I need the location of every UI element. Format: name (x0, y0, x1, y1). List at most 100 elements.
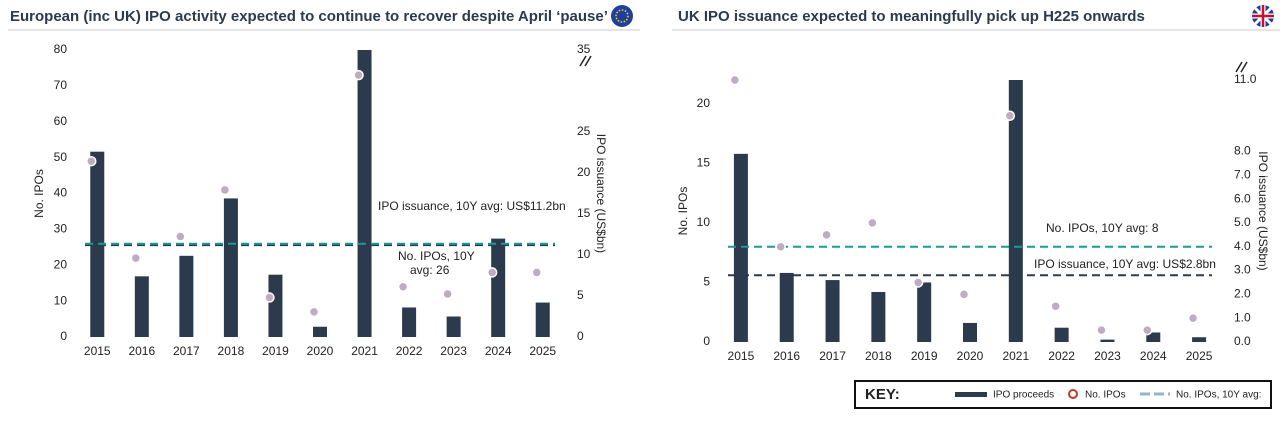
x-tick-label: 2024 (1140, 349, 1167, 363)
axis-break (579, 55, 1248, 73)
y-tick-label: 60 (54, 114, 68, 128)
eu-flag (611, 5, 633, 27)
y2-axis-title: IPO issuance (US$bn) (594, 134, 608, 253)
y2-tick-label: 6.0 (1234, 191, 1251, 205)
x-tick-label: 2020 (957, 349, 984, 363)
dot (397, 281, 409, 293)
y-axis-title: No. IPOs (676, 187, 690, 236)
dot (1142, 324, 1153, 336)
x-tick-label: 2023 (440, 344, 467, 358)
x-tick-label: 2016 (128, 344, 155, 358)
dot (775, 241, 786, 252)
y2-tick-label: 35 (577, 42, 591, 56)
bar (268, 274, 283, 337)
dot (219, 184, 231, 196)
x-tick-label: 2020 (307, 344, 334, 358)
bar (357, 50, 372, 337)
y2-tick-label: 15 (577, 206, 591, 220)
bar (223, 198, 238, 337)
dot (1004, 110, 1016, 121)
dot (729, 74, 741, 86)
y-tick-label: 0 (703, 334, 710, 348)
y2-tick-label: 20 (577, 165, 591, 179)
y-tick-label: 30 (54, 222, 68, 236)
y2-tick-label: 4.0 (1234, 239, 1251, 253)
bar (402, 307, 417, 337)
y-tick-label: 50 (54, 150, 68, 164)
x-tick-label: 2019 (911, 349, 938, 363)
reference-label: No. IPOs, 10Y (398, 249, 475, 263)
bar (963, 322, 977, 342)
dot (175, 231, 186, 242)
y2-tick-label: 8.0 (1234, 144, 1251, 158)
y2-tick-label: 25 (577, 124, 591, 138)
x-tick-label: 2023 (1094, 349, 1121, 363)
x-tick-label: 2016 (773, 349, 800, 363)
bar (917, 282, 932, 342)
bar (1146, 332, 1161, 342)
dot (1187, 312, 1199, 324)
y-tick-label: 20 (54, 257, 68, 271)
x-tick-label: 2021 (351, 344, 378, 358)
dot (442, 288, 453, 300)
x-tick-label: 2015 (84, 344, 111, 358)
x-tick-label: 2025 (1186, 349, 1213, 363)
y2-tick-label: 0.0 (1234, 334, 1251, 348)
dot (821, 229, 832, 241)
y-tick-label: 5 (703, 275, 710, 289)
x-tick-label: 2019 (262, 344, 289, 358)
bar (313, 326, 327, 337)
uk-flag (1252, 5, 1274, 27)
key-item: No. IPOs, 10Y avg: (1176, 390, 1261, 401)
y-tick-label: 40 (54, 186, 68, 200)
y2-tick-label: 10 (577, 247, 591, 261)
bar (1054, 327, 1069, 342)
dot (264, 292, 275, 303)
chart-title: UK IPO issuance expected to meaningfully… (678, 8, 1145, 25)
dot (531, 267, 542, 278)
x-tick-label: 2018 (218, 344, 245, 358)
y-tick-label: 70 (54, 78, 68, 92)
y2-tick-label: 3.0 (1234, 263, 1251, 277)
x-tick-label: 2018 (865, 349, 892, 363)
y2-tick-label: 7.0 (1234, 167, 1251, 181)
bar (1192, 337, 1207, 342)
y2-tick-label: 5.0 (1234, 215, 1251, 229)
y-tick-label: 80 (54, 42, 68, 56)
bar (179, 255, 194, 337)
y2-tick-label: 5 (577, 288, 584, 302)
bar (134, 276, 149, 337)
x-tick-label: 2024 (485, 344, 512, 358)
x-tick-label: 2017 (173, 344, 200, 358)
reference-label: avg: 26 (410, 263, 450, 277)
y-tick-label: 10 (54, 293, 68, 307)
bar (825, 280, 840, 342)
reference-label: IPO issuance, 10Y avg: US$2.8bn (1034, 257, 1216, 271)
y-tick-label: 0 (60, 329, 67, 343)
dot (1050, 301, 1061, 312)
y-tick-label: 10 (697, 215, 711, 229)
y2-tick-label: 11.0 (1234, 72, 1257, 86)
bar (733, 153, 748, 342)
y2-tick-label: 1.0 (1234, 310, 1251, 324)
reference-label: IPO issuance, 10Y avg: US$11.2bn (378, 199, 566, 213)
bar (446, 316, 461, 337)
dot (867, 217, 878, 229)
bar (779, 272, 794, 342)
bar (535, 302, 550, 337)
key-box (854, 380, 1272, 409)
x-tick-label: 2025 (529, 344, 556, 358)
y-axis-title: No. IPOs (32, 169, 46, 218)
bar (1100, 339, 1115, 342)
key-item: IPO proceeds (993, 390, 1054, 401)
bar (871, 291, 886, 342)
dot (86, 155, 97, 167)
y2-tick-label: 0 (577, 329, 584, 343)
dot (308, 306, 320, 318)
reference-label: No. IPOs, 10Y avg: 8 (1046, 221, 1159, 235)
bar (1008, 80, 1023, 342)
dot (486, 267, 498, 278)
